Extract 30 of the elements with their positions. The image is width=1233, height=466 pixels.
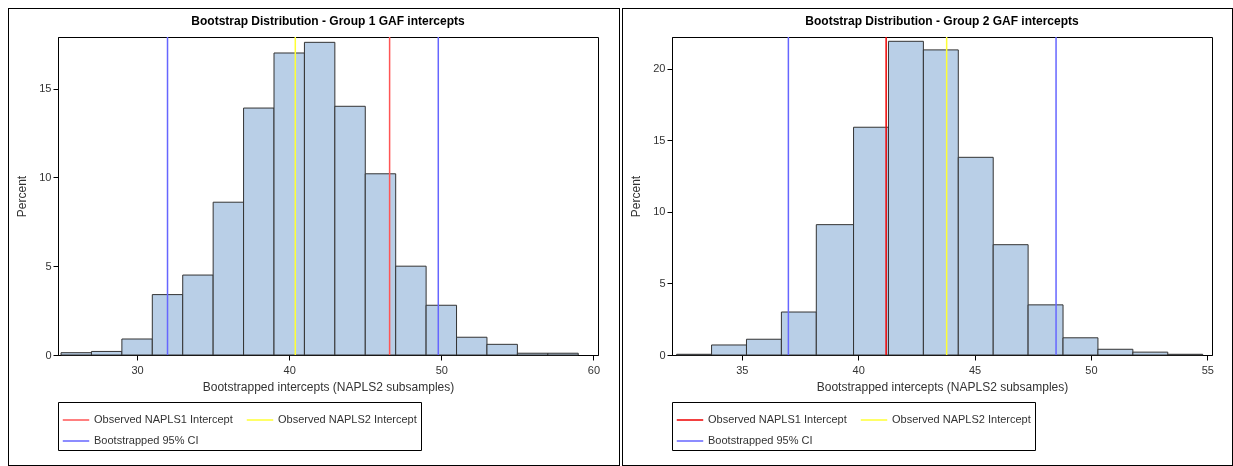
- y-axis-title: Percent: [15, 175, 30, 218]
- x-tick-label: 55: [1201, 363, 1214, 376]
- legend-label: Bootstrapped 95% CI: [94, 434, 199, 446]
- x-tick-label: 30: [131, 363, 144, 376]
- y-tick-label: 15: [39, 82, 52, 95]
- x-tick-label: 50: [1085, 363, 1098, 376]
- x-axis-title: Bootstrapped intercepts (NAPLS2 subsamples): [816, 379, 1069, 394]
- y-tick-label: 5: [45, 259, 52, 272]
- x-tick-label: 50: [435, 363, 448, 376]
- y-tick-label: 20: [653, 62, 666, 75]
- y-tick-label: 0: [659, 348, 666, 361]
- chart-title: Bootstrap Distribution - Group 2 GAF intercepts: [805, 14, 1079, 29]
- legend-label: Observed NAPLS1 Intercept: [708, 413, 847, 425]
- y-tick-label: 10: [39, 170, 52, 183]
- y-tick-label: 15: [653, 133, 666, 146]
- y-tick-label: 0: [45, 348, 52, 361]
- x-tick-label: 40: [852, 363, 865, 376]
- legend-label: Observed NAPLS2 Intercept: [892, 413, 1031, 425]
- y-tick-label: 5: [659, 276, 666, 289]
- x-tick-label: 45: [968, 363, 982, 376]
- y-tick-label: 10: [653, 205, 666, 218]
- chart-title: Bootstrap Distribution - Group 1 GAF intercepts: [191, 14, 465, 29]
- legend-label: Observed NAPLS1 Intercept: [94, 413, 233, 425]
- x-tick-label: 40: [283, 363, 296, 376]
- y-axis-title: Percent: [629, 175, 644, 218]
- legend-label: Observed NAPLS2 Intercept: [278, 413, 417, 425]
- x-tick-label: 60: [587, 363, 601, 376]
- legend-label: Bootstrapped 95% CI: [708, 434, 813, 446]
- x-axis-title: Bootstrapped intercepts (NAPLS2 subsamples): [202, 379, 455, 394]
- x-tick-label: 35: [736, 363, 749, 376]
